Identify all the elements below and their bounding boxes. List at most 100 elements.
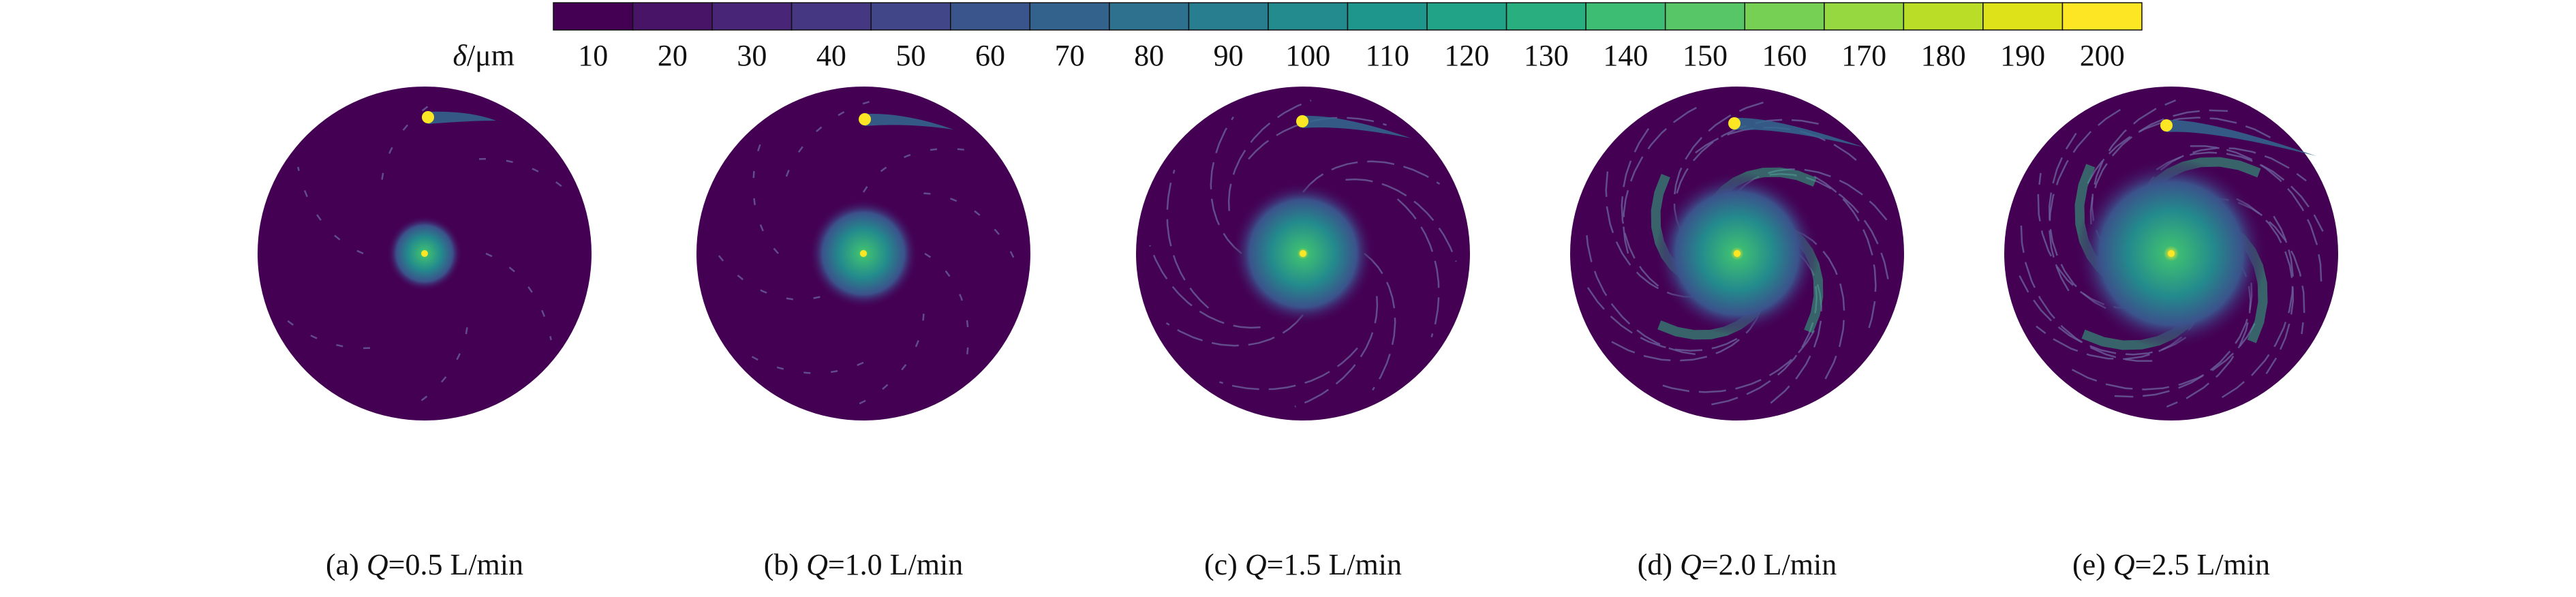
colorbar-tick-label: 110	[1366, 39, 1409, 72]
contour-panel	[2004, 87, 2338, 420]
panel-caption: (c) Q=1.5 L/min	[1204, 548, 1402, 581]
colorbar-segment	[632, 2, 713, 31]
caption-tag: (b)	[764, 548, 799, 581]
colorbar-segment	[2061, 2, 2143, 31]
jet-tail	[1302, 115, 1411, 138]
colorbar-tick-label: 200	[2080, 39, 2125, 72]
colorbar-label: δ/μm	[453, 39, 515, 72]
streak	[2219, 215, 2294, 400]
panel-caption: (e) Q=2.5 L/min	[2072, 548, 2270, 581]
caption-symbol: Q	[1245, 548, 1267, 581]
caption-text: =2.5 L/min	[2135, 548, 2270, 581]
colorbar-tick-label: 60	[975, 39, 1005, 72]
streak	[1586, 286, 1738, 352]
streak	[709, 243, 821, 301]
streak	[1219, 347, 1358, 391]
colorbar-segment	[1982, 2, 2064, 31]
streak	[1248, 117, 1387, 160]
label-symbol: δ	[453, 39, 468, 72]
center-dot	[1734, 250, 1741, 257]
jet-tail	[428, 111, 496, 124]
colorbar-segment	[711, 2, 793, 31]
colorbar-tick-label: 100	[1285, 39, 1330, 72]
streak	[748, 354, 864, 374]
contour-panel	[696, 87, 1030, 420]
colorbar-tick-label: 80	[1134, 39, 1164, 72]
jet-tail	[865, 113, 953, 129]
colorbar-tick-label: 10	[578, 39, 608, 72]
caption-tag: (a)	[326, 548, 359, 581]
streak	[1655, 330, 1815, 393]
jet-dot	[859, 113, 871, 125]
streak	[1396, 198, 1440, 337]
colorbar-tick-label: 180	[1921, 39, 1966, 72]
streak	[1364, 253, 1396, 391]
panel-caption: (b) Q=1.0 L/min	[764, 548, 963, 581]
contour-panel	[1570, 87, 1904, 420]
streak	[1676, 119, 1820, 194]
panel-caption: (d) Q=2.0 L/min	[1638, 548, 1837, 581]
colorbar-segment	[1268, 2, 1349, 31]
colorbar-segment	[1744, 2, 1825, 31]
colorbar-tick-label: 30	[737, 39, 767, 72]
streak	[1621, 127, 1659, 287]
colorbar-tick-label: 120	[1444, 39, 1489, 72]
colorbar-segment	[1426, 2, 1507, 31]
caption-tag: (e)	[2072, 548, 2106, 581]
caption-symbol: Q	[2113, 548, 2135, 581]
colorbar-tick-label: 40	[816, 39, 846, 72]
streak	[1813, 175, 1877, 336]
streak	[2190, 145, 2322, 285]
colorbar-segment	[1029, 2, 1110, 31]
caption-text: =1.5 L/min	[1267, 548, 1402, 581]
streak	[1345, 178, 1457, 262]
colorbar-segment	[950, 2, 1031, 31]
colorbar-segment	[1903, 2, 1984, 31]
streak	[2020, 222, 2153, 362]
colorbar-segment	[553, 2, 634, 31]
colorbar-segment	[870, 2, 951, 31]
streak	[2114, 282, 2253, 398]
streak	[862, 147, 979, 193]
colorbar-segment	[1347, 2, 1428, 31]
colorbar-segment	[1505, 2, 1586, 31]
caption-symbol: Q	[1680, 548, 1702, 581]
colorbar-tick-label: 140	[1603, 39, 1648, 72]
streak	[924, 252, 970, 369]
streak	[2019, 275, 2187, 356]
streak	[1165, 314, 1304, 347]
center-dot	[860, 250, 867, 257]
colorbar-tick-label: 90	[1214, 39, 1244, 72]
jet-tail	[1734, 117, 1864, 147]
colorbar-segment	[1664, 2, 1745, 31]
streak	[923, 192, 1017, 264]
streak	[2089, 109, 2228, 225]
streak	[1149, 245, 1261, 329]
colorbar-segment	[1585, 2, 1666, 31]
jet-tail	[2166, 119, 2316, 156]
colorbar-tick-label: 130	[1524, 39, 1569, 72]
center-dot	[2168, 250, 2175, 257]
streak	[2049, 107, 2123, 292]
label-unit: /μm	[467, 39, 515, 72]
colorbar-tick-label: 160	[1762, 39, 1807, 72]
colorbar-tick-label: 170	[1841, 39, 1886, 72]
caption-symbol: Q	[806, 548, 828, 581]
streak	[1585, 227, 1696, 356]
streak	[2236, 198, 2295, 375]
caption-tag: (c)	[1204, 548, 1238, 581]
streak	[1623, 103, 1704, 254]
streak	[1166, 170, 1210, 309]
streak	[1302, 160, 1441, 193]
streak	[1294, 296, 1379, 408]
colorbar-tick-label: 190	[2000, 39, 2045, 72]
contour-panel	[1136, 87, 1470, 420]
jet-dot	[2160, 119, 2173, 132]
colorbar-segment	[1188, 2, 1269, 31]
contour-panel	[258, 87, 592, 420]
colorbar-tick-label: 70	[1055, 39, 1085, 72]
caption-symbol: Q	[367, 548, 388, 581]
jet-dot	[422, 111, 434, 123]
streak	[2156, 151, 2324, 232]
jet-dot	[1296, 115, 1308, 127]
